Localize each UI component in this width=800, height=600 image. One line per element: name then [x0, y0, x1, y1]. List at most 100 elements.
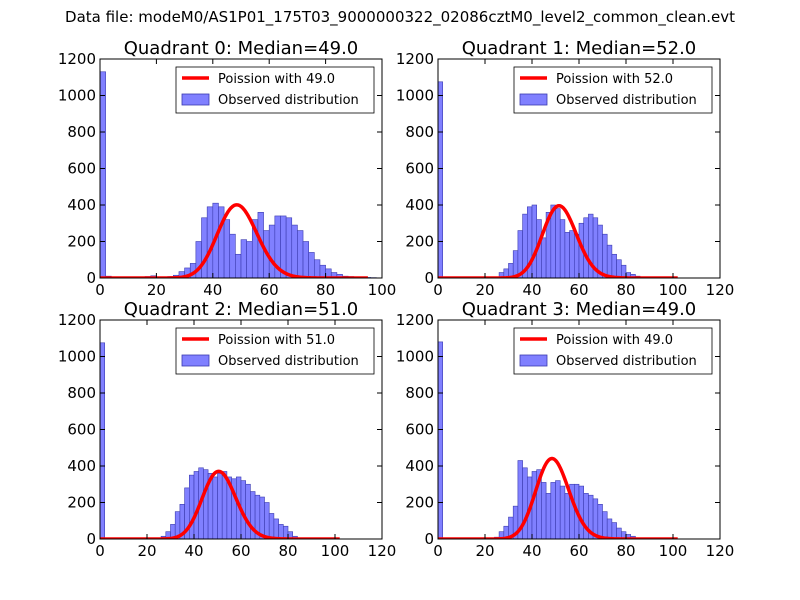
- x-tick-label: 0: [95, 542, 105, 560]
- legend: Poission with 49.0 Observed distribution: [175, 66, 375, 114]
- histogram-bar: [541, 482, 547, 539]
- y-tick-label: 200: [405, 233, 434, 251]
- y-tick-label: 600: [67, 160, 96, 178]
- legend-line-label: Poission with 49.0: [556, 333, 673, 348]
- histogram-bar: [555, 208, 561, 278]
- y-tick-label: 800: [405, 384, 434, 402]
- y-tick-label: 1000: [396, 87, 434, 105]
- histogram-bar: [545, 493, 552, 539]
- histogram-bar: [606, 518, 613, 539]
- x-tick-label: 60: [231, 542, 250, 560]
- y-tick-label: 0: [86, 269, 96, 287]
- histogram-bar: [583, 493, 589, 539]
- quadrant-title: Quadrant 3: Median=49.0: [462, 299, 697, 320]
- y-tick-label: 400: [67, 457, 96, 475]
- histogram-bar: [240, 239, 247, 278]
- histogram-bar: [100, 71, 106, 278]
- x-tick-label: 0: [433, 542, 443, 560]
- histogram-bar: [201, 217, 208, 278]
- histogram-bar: [620, 264, 627, 278]
- histogram-bar: [268, 224, 276, 278]
- legend-bar-label: Observed distribution: [556, 354, 697, 369]
- histogram-bar: [550, 482, 556, 539]
- histogram-bar: [606, 244, 613, 278]
- histogram-bar: [611, 253, 617, 278]
- histogram-bar: [229, 233, 236, 278]
- x-tick-label: 100: [321, 542, 350, 560]
- histogram-bar: [555, 480, 561, 539]
- x-tick-label: 60: [569, 542, 588, 560]
- y-tick-label: 1200: [396, 311, 434, 329]
- x-tick-label: 120: [706, 542, 735, 560]
- histogram-bar: [203, 469, 209, 539]
- x-tick-label: 40: [522, 542, 541, 560]
- histogram-bar: [597, 504, 603, 539]
- figure-suptitle: Data file: modeM0/AS1P01_175T03_90000003…: [65, 8, 735, 26]
- x-tick-label: 40: [522, 281, 541, 299]
- histogram-bar: [273, 518, 279, 539]
- histogram-bar: [559, 485, 566, 539]
- x-tick-label: 80: [316, 281, 335, 299]
- histogram-bar: [278, 524, 284, 539]
- quadrant-title: Quadrant 0: Median=49.0: [124, 38, 359, 59]
- y-tick-label: 0: [424, 530, 434, 548]
- x-tick-label: 120: [368, 542, 397, 560]
- x-tick-label: 20: [147, 281, 166, 299]
- legend-bar-swatch: [519, 93, 548, 106]
- x-tick-label: 80: [278, 542, 297, 560]
- histogram-bar: [246, 241, 253, 278]
- histogram-bar: [522, 467, 528, 539]
- legend: Poission with 51.0 Observed distribution: [175, 327, 375, 375]
- y-tick-label: 1200: [58, 311, 96, 329]
- histogram-bar: [438, 81, 443, 278]
- histogram-bar: [264, 502, 270, 539]
- x-tick-label: 40: [203, 281, 222, 299]
- legend-line-label: Poission with 51.0: [218, 333, 335, 348]
- histogram-bar: [100, 342, 105, 539]
- x-tick-label: 20: [475, 542, 494, 560]
- histogram-bar: [319, 264, 326, 278]
- histogram-bar: [221, 471, 228, 539]
- legend-line-label: Poission with 49.0: [218, 72, 335, 87]
- y-tick-label: 200: [405, 494, 434, 512]
- histogram-bar: [235, 253, 242, 278]
- y-tick-label: 1200: [58, 50, 96, 68]
- histogram-bar: [245, 483, 251, 539]
- y-tick-label: 600: [67, 421, 96, 439]
- histogram-bar: [285, 217, 293, 278]
- poisson-curve: [100, 469, 341, 539]
- x-tick-label: 120: [706, 281, 735, 299]
- histogram-bar: [223, 219, 231, 278]
- x-tick-label: 20: [475, 281, 494, 299]
- y-tick-label: 400: [405, 196, 434, 214]
- histogram-bar: [531, 204, 537, 278]
- plot-data-layer: [100, 342, 341, 539]
- x-tick-label: 80: [616, 281, 635, 299]
- y-tick-label: 0: [86, 530, 96, 548]
- legend-bar-label: Observed distribution: [556, 93, 697, 108]
- legend: Poission with 52.0 Observed distribution: [513, 66, 713, 114]
- quadrant-title: Quadrant 1: Median=52.0: [462, 38, 697, 59]
- y-tick-label: 1000: [58, 348, 96, 366]
- legend-bar-label: Observed distribution: [218, 354, 359, 369]
- y-tick-label: 600: [405, 160, 434, 178]
- histogram-bar: [602, 233, 608, 278]
- x-tick-label: 40: [184, 542, 203, 560]
- y-tick-label: 1000: [58, 87, 96, 105]
- plot-data-layer: [438, 341, 679, 539]
- histogram-bar: [282, 525, 289, 539]
- y-tick-label: 1200: [396, 50, 434, 68]
- histogram-bar: [308, 252, 315, 278]
- histogram-bar: [314, 259, 321, 278]
- legend-bar-swatch: [181, 354, 210, 367]
- histogram-bar: [583, 217, 589, 278]
- x-tick-label: 100: [368, 281, 397, 299]
- y-tick-label: 600: [405, 421, 434, 439]
- histogram-bar: [602, 511, 608, 539]
- legend: Poission with 49.0 Observed distribution: [513, 327, 713, 375]
- x-tick-label: 0: [433, 281, 443, 299]
- histogram-bar: [268, 513, 275, 539]
